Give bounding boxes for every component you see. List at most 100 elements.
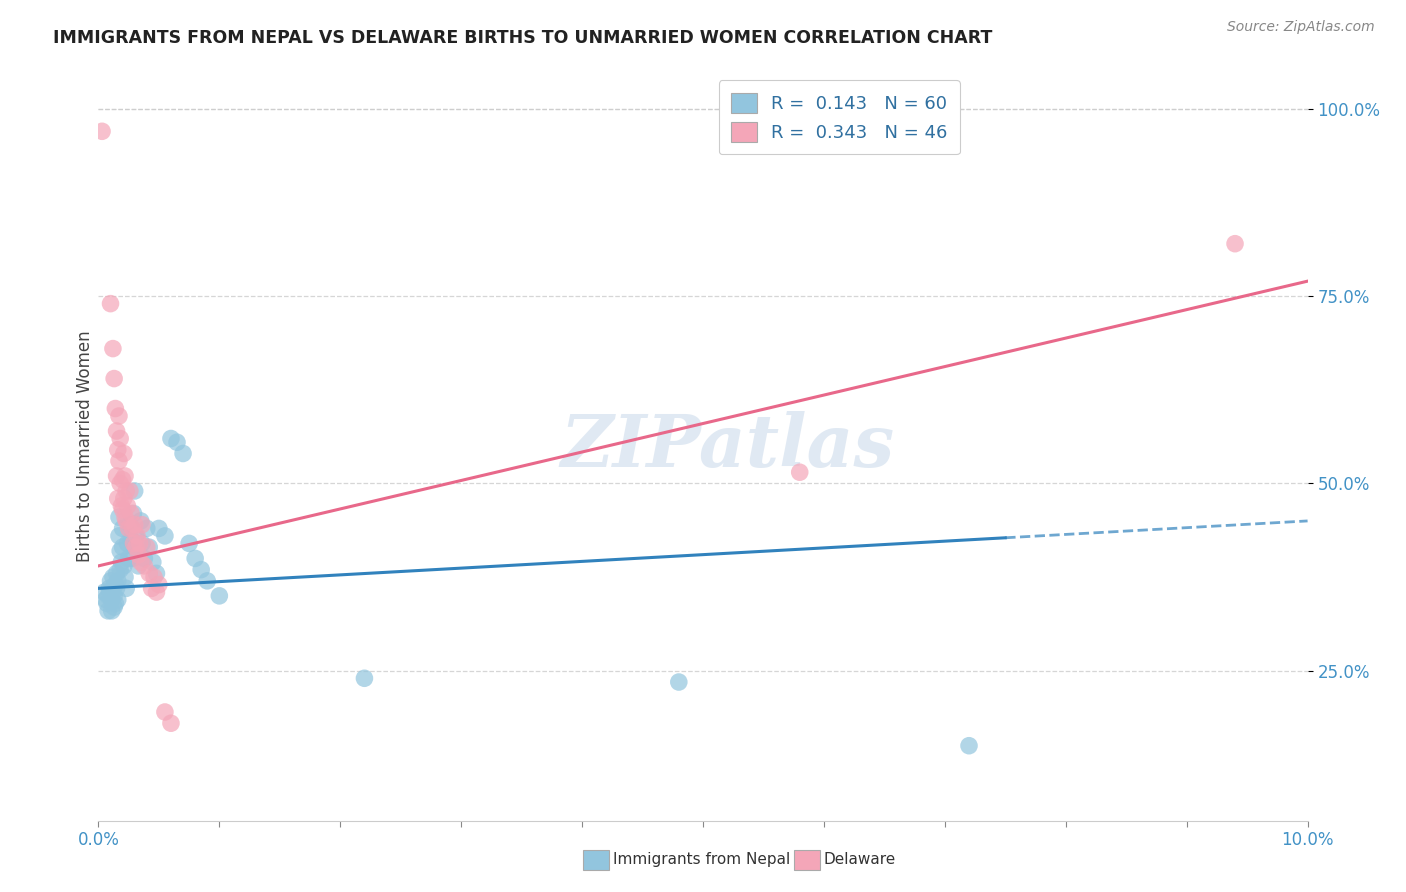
Text: ZIPatlas: ZIPatlas <box>560 410 894 482</box>
Point <box>105 582 128 596</box>
Point <box>100 296 122 310</box>
Point <box>107 592 129 607</box>
Point <box>114 469 136 483</box>
Point <box>101 582 124 596</box>
Point <box>127 529 149 543</box>
Point <box>105 566 128 581</box>
Point <box>120 507 142 521</box>
Point <box>135 540 157 554</box>
Text: IMMIGRANTS FROM NEPAL VS DELAWARE BIRTHS TO UNMARRIED WOMEN CORRELATION CHART: IMMIGRANTS FROM NEPAL VS DELAWARE BIRTHS… <box>53 29 993 46</box>
Point <box>100 585 122 599</box>
Point <box>108 529 131 543</box>
Point <box>115 514 138 528</box>
Point <box>111 540 134 554</box>
Point <box>141 582 163 596</box>
Point <box>166 435 188 450</box>
Point <box>127 544 149 558</box>
Point <box>129 555 152 569</box>
Point <box>111 502 134 516</box>
Point <box>107 491 129 506</box>
Point <box>148 577 170 591</box>
Point <box>118 517 141 532</box>
Point <box>122 507 145 521</box>
Point <box>108 544 131 558</box>
Point <box>124 517 146 532</box>
Point <box>131 517 153 532</box>
Point <box>125 529 148 543</box>
Point <box>105 424 128 438</box>
Point <box>111 473 134 487</box>
Point <box>1223 236 1246 251</box>
Point <box>118 551 141 566</box>
Point <box>134 558 156 573</box>
Point <box>208 589 231 603</box>
Point <box>111 521 134 535</box>
Point <box>195 574 218 588</box>
Point <box>145 566 167 581</box>
Point <box>100 604 122 618</box>
Point <box>98 582 121 596</box>
Point <box>100 574 122 588</box>
Point <box>107 442 129 457</box>
Point <box>160 432 183 446</box>
Legend: R =  0.143   N = 60, R =  0.343   N = 46: R = 0.143 N = 60, R = 0.343 N = 46 <box>718 80 960 154</box>
Point <box>668 675 690 690</box>
Point <box>104 596 127 610</box>
Point <box>127 558 149 573</box>
Point <box>121 551 143 566</box>
Point <box>125 540 148 554</box>
Point <box>160 716 183 731</box>
Point <box>153 705 176 719</box>
Point <box>172 446 194 460</box>
Point <box>190 563 212 577</box>
Point <box>93 585 115 599</box>
Point <box>127 548 149 562</box>
Point <box>110 555 132 569</box>
Point <box>94 592 117 607</box>
Point <box>129 514 152 528</box>
Point <box>103 589 125 603</box>
Point <box>353 671 375 685</box>
Point <box>143 570 166 584</box>
Point <box>108 476 131 491</box>
Point <box>179 536 201 550</box>
Text: Delaware: Delaware <box>824 853 896 867</box>
Point <box>104 577 127 591</box>
Point <box>957 739 980 753</box>
Point <box>128 536 150 550</box>
Point <box>122 536 145 550</box>
Point <box>120 533 142 547</box>
Point <box>108 510 131 524</box>
Point <box>108 454 131 468</box>
Point <box>96 596 118 610</box>
Point <box>97 589 120 603</box>
Point <box>131 536 153 550</box>
Point <box>135 521 157 535</box>
Point <box>184 551 207 566</box>
Point <box>138 566 160 581</box>
Point <box>97 604 120 618</box>
Point <box>110 499 132 513</box>
Point <box>112 558 135 573</box>
Point <box>134 551 156 566</box>
Point <box>114 510 136 524</box>
Point <box>103 600 125 615</box>
Point <box>91 124 114 138</box>
Point <box>108 563 131 577</box>
Point <box>104 401 127 416</box>
Text: Immigrants from Nepal: Immigrants from Nepal <box>613 853 790 867</box>
Point <box>105 469 128 483</box>
Point <box>114 570 136 584</box>
Point <box>101 570 124 584</box>
Point <box>118 483 141 498</box>
Point <box>148 521 170 535</box>
Point <box>112 446 135 460</box>
Point <box>108 409 131 423</box>
Point <box>101 342 124 356</box>
Point <box>138 540 160 554</box>
Y-axis label: Births to Unmarried Women: Births to Unmarried Women <box>76 330 94 562</box>
Point <box>112 491 135 506</box>
Point <box>108 432 131 446</box>
Point <box>107 574 129 588</box>
Point <box>124 483 146 498</box>
